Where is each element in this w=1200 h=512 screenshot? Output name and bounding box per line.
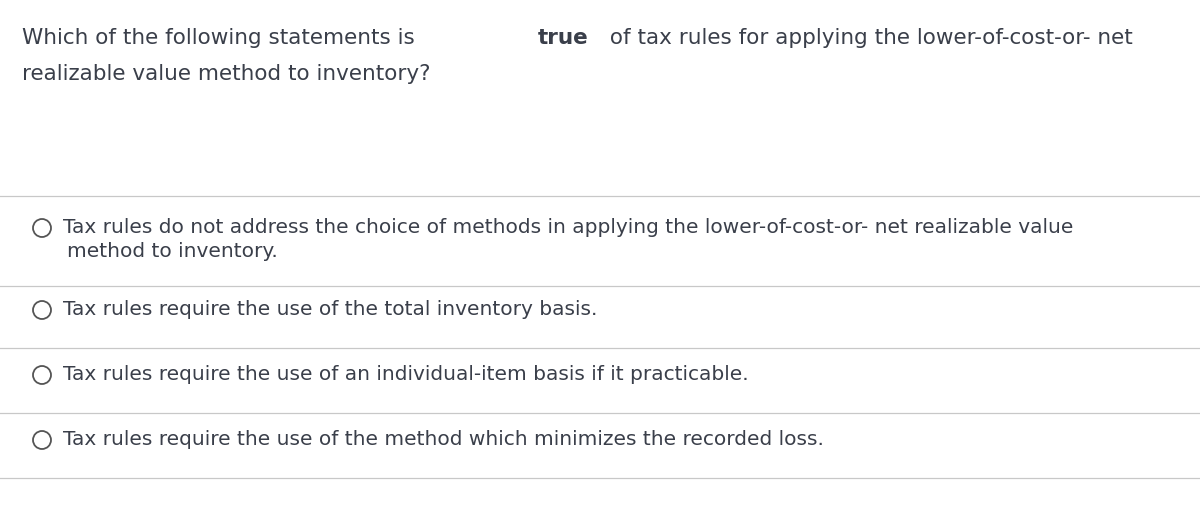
Text: method to inventory.: method to inventory. [67, 242, 277, 261]
Text: Which of the following statements is: Which of the following statements is [22, 28, 421, 48]
Text: true: true [538, 28, 588, 48]
Text: of tax rules for applying the lower-of-cost-or- net: of tax rules for applying the lower-of-c… [604, 28, 1133, 48]
Text: Tax rules require the use of the total inventory basis.: Tax rules require the use of the total i… [64, 300, 598, 319]
Text: Tax rules do not address the choice of methods in applying the lower-of-cost-or-: Tax rules do not address the choice of m… [64, 218, 1073, 237]
Text: Tax rules require the use of an individual-item basis if it practicable.: Tax rules require the use of an individu… [64, 365, 749, 384]
Text: Tax rules require the use of the method which minimizes the recorded loss.: Tax rules require the use of the method … [64, 430, 824, 449]
Text: realizable value method to inventory?: realizable value method to inventory? [22, 64, 431, 84]
